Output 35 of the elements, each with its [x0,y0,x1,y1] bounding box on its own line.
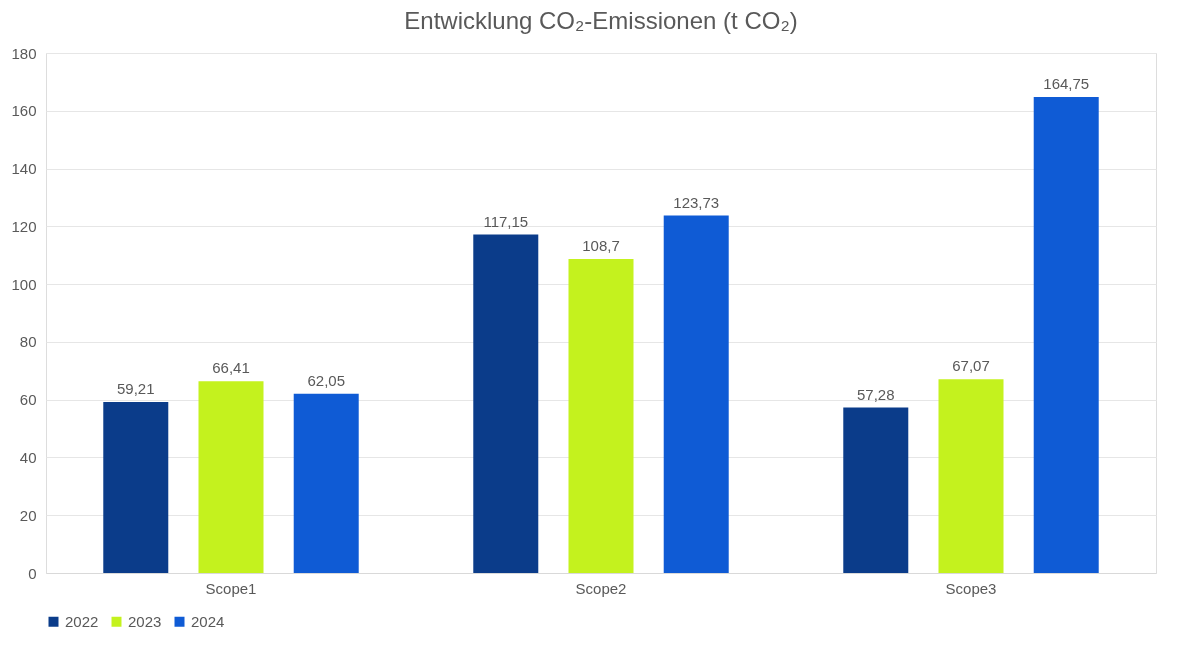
data-label: 164,75 [1043,75,1090,93]
legend-label: 2024 [191,612,225,630]
legend-label: 2022 [65,612,99,630]
data-label: 59,21 [117,379,155,397]
bar [568,258,634,573]
y-tick-label: 100 [11,275,37,293]
data-label: 67,07 [952,357,990,375]
y-tick-label: 80 [19,333,37,351]
bar [198,381,264,573]
bar [473,234,539,573]
y-tick-label: 180 [11,44,37,62]
data-label: 62,05 [307,371,345,389]
y-tick-label: 40 [19,448,37,466]
legend-label: 2023 [128,612,162,630]
data-label: 117,15 [483,212,529,230]
data-label: 108,7 [582,236,620,254]
y-tick-label: 160 [11,102,37,120]
data-label: 57,28 [857,385,895,403]
y-tick-label: 20 [19,506,37,524]
x-tick-label: Scope2 [575,579,627,597]
data-label: 66,41 [212,359,250,377]
y-tick-label: 60 [19,391,37,409]
y-tick-label: 0 [28,564,37,582]
bar [843,407,909,573]
data-label: 123,73 [673,193,720,211]
x-tick-label: Scope1 [205,579,257,597]
y-tick-label: 140 [11,160,37,178]
bar [663,215,729,573]
bar [1033,97,1099,573]
bar [103,401,169,573]
bar [938,379,1004,573]
y-tick-label: 120 [11,217,37,235]
chart-title: Entwicklung CO₂-Emissionen (t CO₂) [404,7,798,34]
x-tick-label: Scope3 [945,579,997,597]
bar [293,393,359,573]
